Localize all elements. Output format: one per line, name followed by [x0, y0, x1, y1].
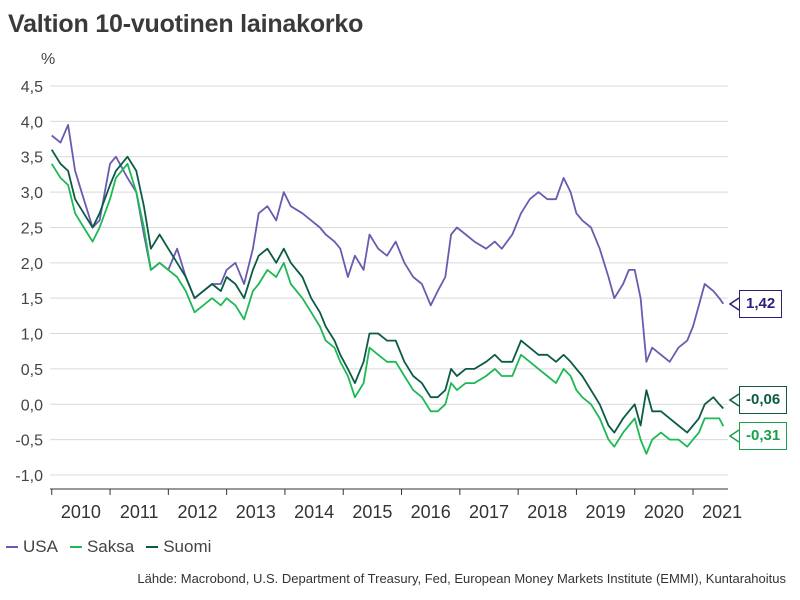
- x-tick-label: 2017: [469, 502, 509, 522]
- x-tick-label: 2019: [586, 502, 626, 522]
- legend-item-suomi: Suomi: [146, 537, 211, 557]
- y-tick-label: 2,5: [21, 220, 43, 237]
- end-label-saksa: -0,31: [739, 422, 788, 450]
- series-line-suomi: [50, 149, 724, 434]
- y-tick-label: 0,0: [21, 397, 43, 414]
- legend-item-usa: USA: [6, 537, 58, 557]
- series-line-usa: [51, 124, 725, 363]
- x-tick-label: 2021: [702, 502, 742, 522]
- x-tick-label: 2010: [61, 502, 101, 522]
- legend-item-saksa: Saksa: [69, 537, 135, 557]
- y-tick-label: 1,0: [21, 327, 43, 344]
- x-tick-label: 2016: [411, 502, 451, 522]
- end-label-usa: 1,42: [739, 290, 783, 318]
- series-lines: [50, 124, 725, 455]
- end-label-pointer-suomi: [728, 393, 740, 407]
- y-tick-label: 2,0: [21, 256, 43, 273]
- y-tick-label: 3,5: [21, 150, 43, 167]
- x-tick-label: 2014: [294, 502, 334, 522]
- axes: -1,0 -0,5 0,0 0,5 1,0 1,5 2,0 2,5 3,0 3,5 4,0 4,5% 2…: [15, 51, 742, 522]
- y-tick-label: 3,0: [21, 185, 43, 202]
- x-tick-label: 2013: [236, 502, 276, 522]
- source-note: Lähde: Macrobond, U.S. Department of Tre…: [137, 571, 786, 586]
- legend-swatch-saksa: [69, 546, 82, 548]
- y-tick-label: 1,5: [21, 291, 43, 308]
- end-label-pointer-usa: [728, 297, 740, 311]
- end-label-suomi: -0,06: [739, 386, 788, 414]
- legend: USA Saksa Suomi: [6, 537, 211, 557]
- legend-label-suomi: Suomi: [163, 537, 212, 556]
- legend-label-saksa: Saksa: [86, 537, 135, 556]
- end-label-pointer-saksa: [728, 429, 740, 443]
- series-line-saksa: [50, 162, 725, 455]
- y-tick-label: 4,0: [21, 114, 43, 131]
- grid: [50, 85, 728, 476]
- x-tick-label: 2012: [177, 502, 217, 522]
- y-tick-label: -0,5: [15, 433, 43, 450]
- x-tick-label: 2018: [527, 502, 567, 522]
- y-tick-label: -1,0: [15, 468, 43, 485]
- y-axis-unit: %: [41, 51, 55, 68]
- y-tick-label: 4,5: [21, 79, 43, 96]
- chart-title: Valtion 10-vuotinen lainakorko: [8, 10, 364, 38]
- x-tick-label: 2020: [644, 502, 684, 522]
- x-tick-label: 2011: [120, 502, 159, 522]
- legend-swatch-usa: [6, 546, 18, 548]
- x-tick-label: 2015: [352, 502, 392, 522]
- legend-label-usa: USA: [23, 537, 58, 556]
- legend-swatch-suomi: [146, 546, 159, 548]
- y-tick-label: 0,5: [21, 362, 43, 379]
